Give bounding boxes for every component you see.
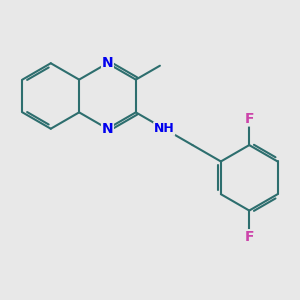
Text: F: F [244,230,254,244]
Text: N: N [102,122,113,136]
Text: N: N [102,56,113,70]
Text: NH: NH [154,122,175,135]
Text: F: F [244,112,254,126]
